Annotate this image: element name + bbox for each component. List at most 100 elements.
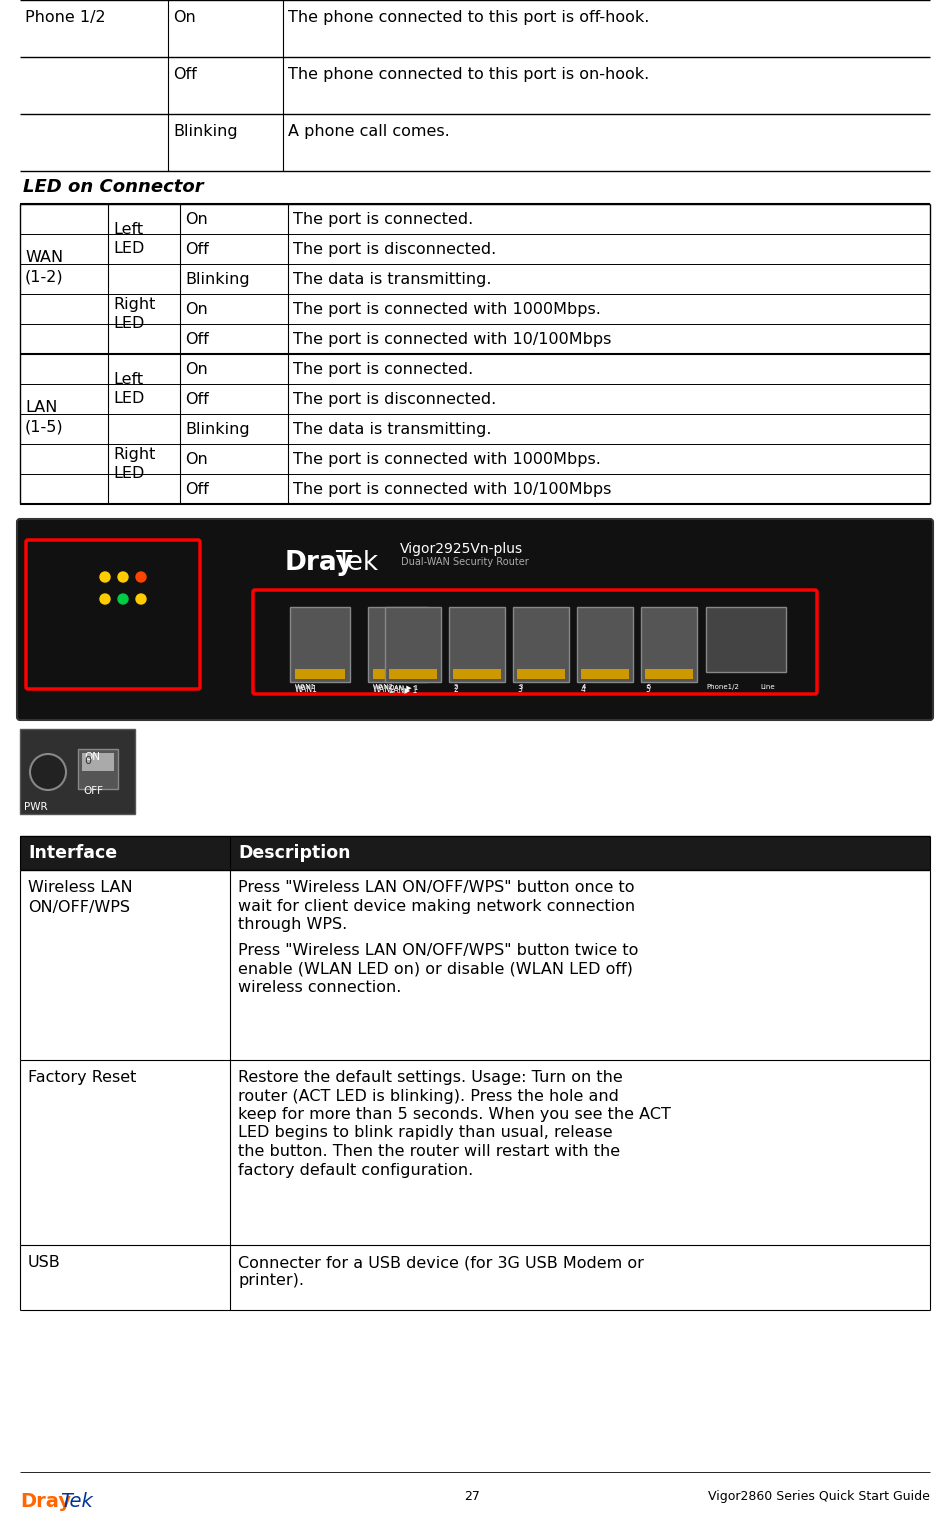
- Text: The port is connected.: The port is connected.: [293, 212, 473, 227]
- Text: wireless connection.: wireless connection.: [238, 980, 401, 995]
- Text: Left
LED: Left LED: [113, 372, 144, 405]
- Text: Off: Off: [185, 482, 209, 497]
- Text: Phone 1/2: Phone 1/2: [25, 11, 106, 24]
- Circle shape: [100, 594, 110, 604]
- Text: 2: 2: [452, 684, 457, 693]
- Text: 3: 3: [517, 684, 522, 690]
- Text: On: On: [173, 11, 195, 24]
- FancyBboxPatch shape: [17, 520, 932, 719]
- Text: Connecter for a USB device (for 3G USB Modem or: Connecter for a USB device (for 3G USB M…: [238, 1254, 643, 1269]
- Text: Left
LED: Left LED: [113, 223, 144, 256]
- Text: Dray: Dray: [285, 550, 354, 576]
- Text: The port is connected with 10/100Mbps: The port is connected with 10/100Mbps: [293, 332, 611, 347]
- Bar: [389, 669, 436, 680]
- Text: keep for more than 5 seconds. When you see the ACT: keep for more than 5 seconds. When you s…: [238, 1106, 670, 1122]
- Text: factory default configuration.: factory default configuration.: [238, 1163, 473, 1178]
- Bar: [577, 607, 632, 683]
- Bar: [78, 748, 118, 789]
- Text: Blinking: Blinking: [185, 271, 249, 287]
- Text: Blinking: Blinking: [185, 422, 249, 437]
- Text: Off: Off: [173, 67, 196, 82]
- Text: LED begins to blink rapidly than usual, release: LED begins to blink rapidly than usual, …: [238, 1126, 612, 1140]
- Text: LAN▶ 1: LAN▶ 1: [389, 684, 417, 693]
- Text: 27: 27: [464, 1490, 480, 1503]
- Text: The port is disconnected.: The port is disconnected.: [293, 392, 496, 407]
- Bar: [82, 753, 114, 771]
- Text: ON: ON: [84, 751, 100, 762]
- Text: The port is connected with 1000Mbps.: The port is connected with 1000Mbps.: [293, 453, 600, 466]
- Bar: [640, 607, 697, 683]
- Bar: [384, 607, 441, 683]
- Text: The phone connected to this port is on-hook.: The phone connected to this port is on-h…: [288, 67, 649, 82]
- Text: The port is disconnected.: The port is disconnected.: [293, 242, 496, 258]
- Text: Right
LED: Right LED: [113, 297, 155, 331]
- Bar: [516, 669, 565, 680]
- Bar: [452, 669, 500, 680]
- Text: The port is connected.: The port is connected.: [293, 363, 473, 376]
- Text: Press "Wireless LAN ON/OFF/WPS" button twice to: Press "Wireless LAN ON/OFF/WPS" button t…: [238, 943, 638, 959]
- Text: The data is transmitting.: The data is transmitting.: [293, 271, 491, 287]
- Text: LED on Connector: LED on Connector: [23, 178, 203, 197]
- Text: 2: 2: [453, 684, 458, 690]
- Text: Right
LED: Right LED: [113, 447, 155, 482]
- Text: 5: 5: [645, 684, 649, 693]
- Text: On: On: [185, 363, 208, 376]
- Text: Off: Off: [185, 392, 209, 407]
- Text: The phone connected to this port is off-hook.: The phone connected to this port is off-…: [288, 11, 649, 24]
- Text: Vigor2860 Series Quick Start Guide: Vigor2860 Series Quick Start Guide: [707, 1490, 929, 1503]
- Text: On: On: [185, 453, 208, 466]
- Circle shape: [136, 594, 145, 604]
- Text: Off: Off: [185, 242, 209, 258]
- Text: On: On: [185, 302, 208, 317]
- Text: router (ACT LED is blinking). Press the hole and: router (ACT LED is blinking). Press the …: [238, 1088, 618, 1103]
- Bar: [705, 607, 785, 672]
- Text: 4: 4: [582, 684, 586, 690]
- Text: WAN2: WAN2: [373, 684, 394, 690]
- Bar: [295, 669, 345, 680]
- Bar: [290, 607, 349, 683]
- Bar: [20, 837, 929, 870]
- Circle shape: [136, 572, 145, 582]
- Text: Interface: Interface: [28, 844, 117, 863]
- Text: Blinking: Blinking: [173, 123, 237, 139]
- Text: through WPS.: through WPS.: [238, 917, 346, 933]
- Text: USB: USB: [28, 1254, 60, 1269]
- Bar: [645, 669, 692, 680]
- Text: The port is connected with 10/100Mbps: The port is connected with 10/100Mbps: [293, 482, 611, 497]
- Text: WAN1: WAN1: [295, 684, 317, 693]
- Text: WAN2: WAN2: [373, 684, 396, 693]
- Text: WAN1: WAN1: [295, 684, 315, 690]
- Circle shape: [118, 594, 127, 604]
- Text: enable (WLAN LED on) or disable (WLAN LED off): enable (WLAN LED on) or disable (WLAN LE…: [238, 962, 632, 977]
- Text: Description: Description: [238, 844, 350, 863]
- Text: Factory Reset: Factory Reset: [28, 1070, 136, 1085]
- Text: the button. Then the router will restart with the: the button. Then the router will restart…: [238, 1145, 619, 1158]
- Circle shape: [118, 572, 127, 582]
- Bar: [513, 607, 568, 683]
- Text: Dual-WAN Security Router: Dual-WAN Security Router: [400, 556, 529, 567]
- Text: 4: 4: [581, 684, 585, 693]
- Bar: [373, 669, 423, 680]
- Text: PWR: PWR: [24, 802, 47, 812]
- Text: Line: Line: [759, 684, 774, 690]
- Circle shape: [30, 754, 66, 789]
- Text: 5: 5: [646, 684, 649, 690]
- Text: Restore the default settings. Usage: Turn on the: Restore the default settings. Usage: Tur…: [238, 1070, 622, 1085]
- Text: Tek: Tek: [334, 550, 378, 576]
- Text: The data is transmitting.: The data is transmitting.: [293, 422, 491, 437]
- Text: Off: Off: [185, 332, 209, 347]
- Bar: [367, 607, 428, 683]
- Text: Press "Wireless LAN ON/OFF/WPS" button once to: Press "Wireless LAN ON/OFF/WPS" button o…: [238, 879, 633, 895]
- Bar: [448, 607, 504, 683]
- Circle shape: [100, 572, 110, 582]
- Text: 0: 0: [84, 756, 91, 767]
- Text: The port is connected with 1000Mbps.: The port is connected with 1000Mbps.: [293, 302, 600, 317]
- Text: OFF: OFF: [83, 786, 103, 796]
- Bar: [20, 728, 135, 814]
- Bar: [581, 669, 629, 680]
- Text: wait for client device making network connection: wait for client device making network co…: [238, 899, 634, 913]
- Text: Vigor2925Vn-plus: Vigor2925Vn-plus: [399, 543, 523, 556]
- Text: Phone1/2: Phone1/2: [705, 684, 738, 690]
- Text: 3: 3: [516, 684, 521, 693]
- Text: A phone call comes.: A phone call comes.: [288, 123, 449, 139]
